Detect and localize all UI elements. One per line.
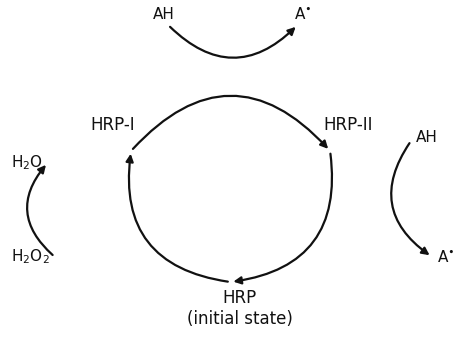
- Text: A$^{\bullet}$: A$^{\bullet}$: [293, 6, 311, 22]
- Text: H$_2$O: H$_2$O: [11, 153, 43, 172]
- Text: AH: AH: [416, 130, 438, 145]
- Text: A$^{\bullet}$: A$^{\bullet}$: [437, 249, 454, 265]
- Text: HRP-II: HRP-II: [324, 116, 374, 134]
- Text: AH: AH: [153, 7, 174, 22]
- Text: HRP-I: HRP-I: [90, 116, 135, 134]
- Text: H$_2$O$_2$: H$_2$O$_2$: [11, 247, 50, 266]
- Text: HRP
(initial state): HRP (initial state): [187, 289, 293, 328]
